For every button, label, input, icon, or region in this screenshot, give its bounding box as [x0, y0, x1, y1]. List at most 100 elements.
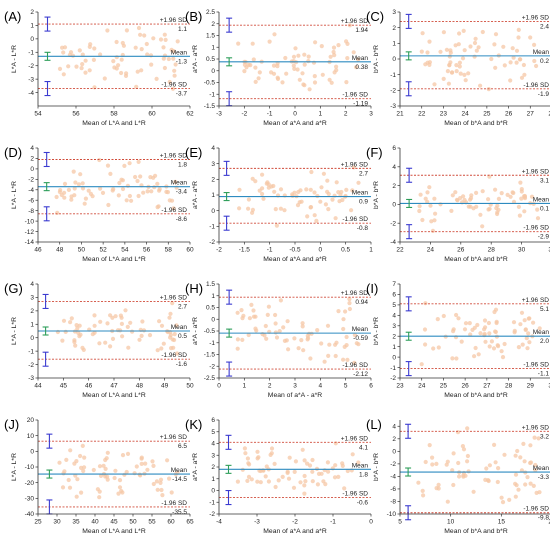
data-point: [243, 451, 248, 456]
x-axis-label: Mean of a*A and a*R: [263, 256, 327, 263]
data-point: [136, 159, 141, 164]
x-tick-label: 15: [498, 519, 506, 526]
data-point: [258, 480, 263, 485]
data-point: [165, 190, 170, 195]
data-point: [98, 186, 103, 191]
lower-sd-errorbar: [223, 215, 230, 231]
data-point: [246, 197, 251, 202]
data-point: [311, 60, 317, 65]
panel-label: (C): [366, 9, 384, 24]
data-point: [98, 52, 103, 57]
data-point: [312, 190, 317, 195]
x-tick-label: 30: [518, 247, 526, 254]
data-point: [122, 472, 127, 477]
data-point: [283, 55, 288, 61]
data-point: [125, 451, 131, 456]
x-tick-label: 32: [548, 247, 550, 254]
data-point: [276, 478, 281, 483]
data-point: [327, 342, 332, 347]
data-point: [331, 49, 336, 55]
data-point: [253, 79, 258, 84]
data-point: [74, 64, 79, 69]
data-point: [172, 68, 177, 73]
lower-sd-label: -1.96 SD: [342, 491, 368, 498]
data-point: [147, 333, 153, 338]
data-point: [517, 213, 523, 218]
y-tick-label: -2: [209, 239, 215, 246]
x-axis-label: Mean of L*A and L*R: [82, 120, 146, 127]
data-point: [319, 185, 324, 190]
data-point: [169, 490, 174, 495]
data-point: [273, 330, 278, 335]
data-point: [423, 459, 428, 465]
data-point: [461, 28, 466, 33]
y-tick-label: -10: [25, 218, 35, 225]
data-point: [155, 181, 160, 186]
data-point: [269, 446, 275, 451]
data-point: [295, 67, 300, 72]
data-point: [418, 192, 423, 197]
data-point: [432, 196, 437, 201]
data-point: [522, 459, 527, 464]
data-point: [59, 192, 64, 198]
data-point: [242, 446, 247, 451]
upper-sd-label: +1.96 SD: [341, 18, 369, 25]
y-tick-label: -1: [28, 49, 34, 56]
data-point: [356, 180, 361, 185]
data-point: [264, 336, 269, 341]
data-point: [449, 70, 455, 75]
y-tick-label: 1.5: [206, 33, 215, 40]
data-point: [255, 479, 260, 484]
data-point: [167, 315, 172, 320]
data-point: [307, 87, 312, 92]
mean-errorbar: [46, 469, 53, 479]
y-tick-label: 0: [392, 202, 396, 209]
y-axis-label: a*A - a*R: [192, 181, 199, 209]
data-point: [123, 308, 128, 313]
x-tick-label: 28: [548, 111, 550, 118]
data-point: [314, 218, 319, 223]
lower-sd-errorbar: [46, 499, 53, 515]
data-point: [66, 187, 71, 192]
data-point: [332, 193, 337, 198]
data-point: [340, 461, 345, 466]
data-point: [441, 76, 446, 81]
x-tick-label: 65: [186, 519, 194, 526]
data-point: [300, 447, 305, 452]
data-point: [435, 317, 440, 322]
data-point: [138, 32, 143, 37]
data-point: [465, 459, 470, 464]
data-point: [478, 212, 483, 217]
data-point: [342, 344, 347, 349]
x-tick-label: -0.5: [289, 247, 301, 254]
data-point: [306, 59, 311, 64]
data-point: [441, 313, 446, 319]
data-point: [114, 55, 119, 60]
lower-sd-value: -1.1: [538, 371, 550, 378]
data-point: [336, 43, 341, 48]
x-tick-label: 58: [165, 247, 173, 254]
y-tick-label: -4: [390, 239, 396, 246]
data-point: [157, 187, 162, 192]
data-point: [307, 463, 313, 468]
data-point: [325, 178, 330, 183]
data-point: [519, 468, 525, 473]
lower-sd-value: -0.6: [357, 500, 369, 507]
data-point: [322, 359, 327, 364]
data-point: [451, 327, 456, 332]
data-point: [253, 179, 258, 184]
data-point: [489, 339, 494, 344]
lower-sd-errorbar: [226, 361, 233, 377]
data-point: [105, 163, 111, 168]
data-point: [326, 191, 331, 197]
data-point: [325, 460, 330, 465]
data-point: [356, 460, 361, 465]
data-point: [502, 452, 507, 457]
data-point: [500, 355, 506, 360]
x-tick-label: 58: [110, 111, 118, 118]
y-tick-label: 0: [30, 36, 34, 43]
data-point: [472, 54, 477, 59]
lower-sd-value: -3.7: [176, 91, 188, 98]
data-point: [343, 309, 348, 314]
x-tick-label: 56: [72, 111, 80, 118]
